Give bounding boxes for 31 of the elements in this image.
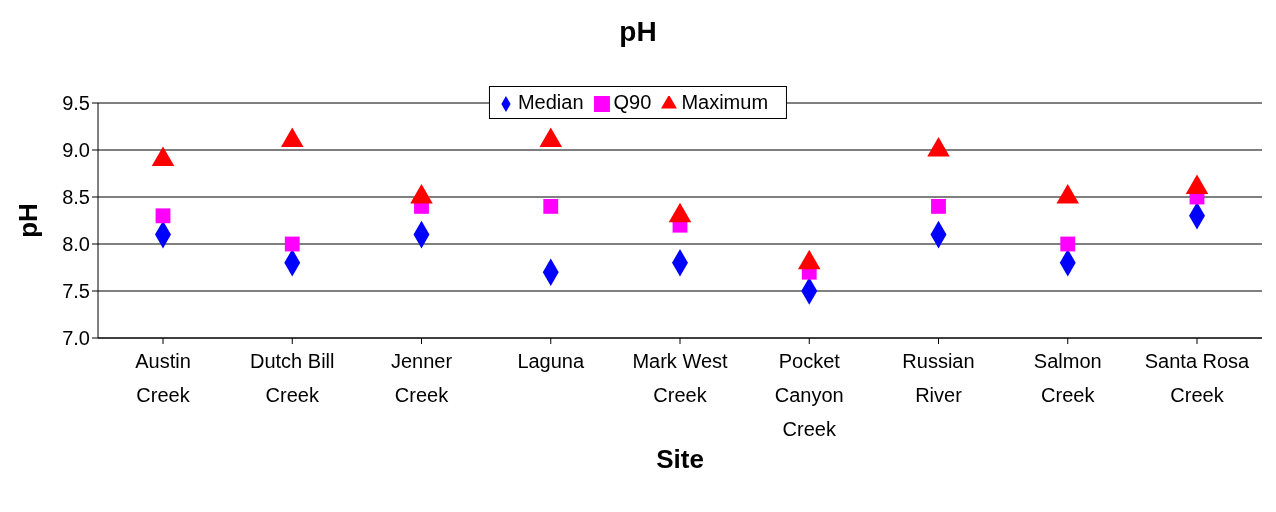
y-tick-label: 9.5 [62, 92, 90, 115]
x-tick-label: Pocket Canyon Creek [774, 350, 844, 440]
x-tick-label: Russian River [902, 350, 975, 406]
point [1060, 236, 1076, 252]
point [151, 146, 175, 166]
y-tick-label: 8.5 [62, 186, 90, 209]
legend-label: Q90 [613, 91, 652, 113]
legend-label: Maximum [681, 91, 769, 113]
point [543, 198, 559, 214]
y-axis-title: pH [13, 203, 44, 238]
y-tick-label: 8.0 [62, 233, 90, 256]
x-tick-label: Jenner Creek [390, 350, 453, 406]
x-tick-label: Dutch Bill Creek [250, 350, 335, 406]
chart-title: pH [618, 16, 658, 48]
x-tick-label: Laguna [517, 350, 585, 372]
x-tick-label: Santa Rosa Creek [1144, 350, 1251, 406]
point [1185, 174, 1209, 195]
point [280, 127, 304, 148]
point [927, 136, 950, 157]
x-tick-label: Austin Creek [135, 350, 191, 406]
y-tick-label: 9.0 [62, 139, 90, 162]
point [155, 208, 171, 224]
point [931, 198, 946, 214]
y-tick-label: 7.5 [62, 280, 90, 303]
x-tick-label: Salmon Creek [1033, 350, 1102, 406]
x-tick-label: Mark West Creek [632, 350, 729, 406]
point [539, 127, 563, 148]
x-axis-title: Site [656, 444, 704, 474]
legend-label: Median [517, 91, 584, 113]
point [284, 236, 300, 252]
y-tick-label: 7.0 [62, 327, 90, 350]
